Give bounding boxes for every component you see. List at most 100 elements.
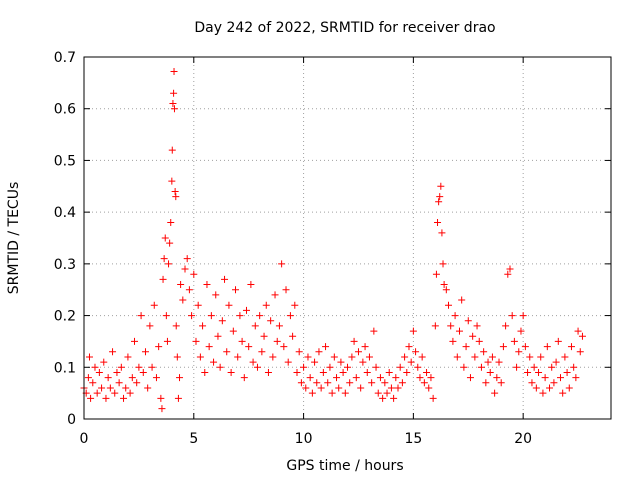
data-point — [205, 343, 213, 351]
data-point — [361, 343, 369, 351]
data-point — [445, 301, 453, 309]
data-point — [437, 182, 445, 190]
data-point — [451, 312, 459, 320]
data-point — [172, 322, 180, 330]
data-point — [98, 384, 106, 392]
data-point — [552, 358, 560, 366]
data-point — [291, 301, 299, 309]
data-point — [267, 317, 275, 325]
data-point — [271, 291, 279, 299]
data-point — [567, 343, 575, 351]
data-point — [506, 265, 514, 273]
data-point — [306, 374, 314, 382]
data-point — [469, 332, 477, 340]
data-point — [524, 368, 532, 376]
y-tick-label: 0 — [67, 412, 76, 428]
y-tick-label: 0.7 — [54, 50, 76, 66]
data-point — [223, 348, 231, 356]
data-point — [528, 379, 536, 387]
data-point — [150, 301, 158, 309]
data-point — [317, 384, 325, 392]
data-point — [482, 379, 490, 387]
data-point — [144, 384, 152, 392]
data-point — [354, 348, 362, 356]
data-point — [339, 368, 347, 376]
data-point — [499, 343, 507, 351]
data-point — [295, 348, 303, 356]
data-point — [379, 394, 387, 402]
data-point — [381, 379, 389, 387]
data-point — [407, 358, 415, 366]
data-point — [177, 281, 185, 289]
data-point — [368, 379, 376, 387]
data-point — [392, 374, 400, 382]
data-point — [460, 363, 468, 371]
data-point — [190, 270, 198, 278]
data-point — [390, 394, 398, 402]
data-point — [284, 358, 292, 366]
data-point — [383, 389, 391, 397]
data-point — [464, 317, 472, 325]
data-point — [278, 260, 286, 268]
y-tick-label: 0.6 — [54, 102, 76, 118]
data-point — [572, 374, 580, 382]
data-point — [183, 255, 191, 263]
data-point — [319, 368, 327, 376]
data-point — [416, 374, 424, 382]
data-point — [157, 394, 165, 402]
data-point — [152, 374, 160, 382]
data-point — [236, 312, 244, 320]
data-points — [80, 67, 586, 413]
data-point — [117, 363, 125, 371]
data-point — [387, 384, 395, 392]
data-point — [194, 301, 202, 309]
data-point — [196, 353, 204, 361]
data-point — [493, 374, 501, 382]
data-point — [431, 322, 439, 330]
data-point — [161, 234, 169, 242]
data-point — [341, 389, 349, 397]
data-point — [232, 286, 240, 294]
y-tick-label: 0.2 — [54, 309, 76, 325]
data-point — [324, 379, 332, 387]
data-point — [289, 332, 297, 340]
data-point — [234, 353, 242, 361]
data-point — [171, 187, 179, 195]
data-point — [201, 368, 209, 376]
data-point — [304, 353, 312, 361]
data-point — [510, 337, 518, 345]
data-point — [176, 374, 184, 382]
data-point — [188, 312, 196, 320]
data-point — [240, 374, 248, 382]
data-point — [455, 327, 463, 335]
data-point — [104, 374, 112, 382]
data-point — [497, 379, 505, 387]
data-point — [504, 270, 512, 278]
data-point — [517, 327, 525, 335]
data-point — [245, 343, 253, 351]
data-point — [409, 327, 417, 335]
x-tick-label: 5 — [189, 431, 198, 447]
data-point — [167, 218, 175, 226]
data-point — [273, 337, 281, 345]
data-point — [418, 353, 426, 361]
data-point — [359, 358, 367, 366]
data-point — [537, 353, 545, 361]
data-point — [420, 379, 428, 387]
data-point — [475, 337, 483, 345]
data-point — [473, 322, 481, 330]
data-point — [93, 389, 101, 397]
data-point — [348, 353, 356, 361]
data-point — [427, 374, 435, 382]
data-point — [412, 348, 420, 356]
data-point — [146, 322, 154, 330]
data-point — [521, 343, 529, 351]
data-point — [515, 348, 523, 356]
data-point — [111, 389, 119, 397]
data-point — [565, 384, 573, 392]
y-tick-label: 0.3 — [54, 257, 76, 273]
data-point — [394, 384, 402, 392]
data-point — [466, 374, 474, 382]
data-point — [458, 296, 466, 304]
data-point — [89, 379, 97, 387]
